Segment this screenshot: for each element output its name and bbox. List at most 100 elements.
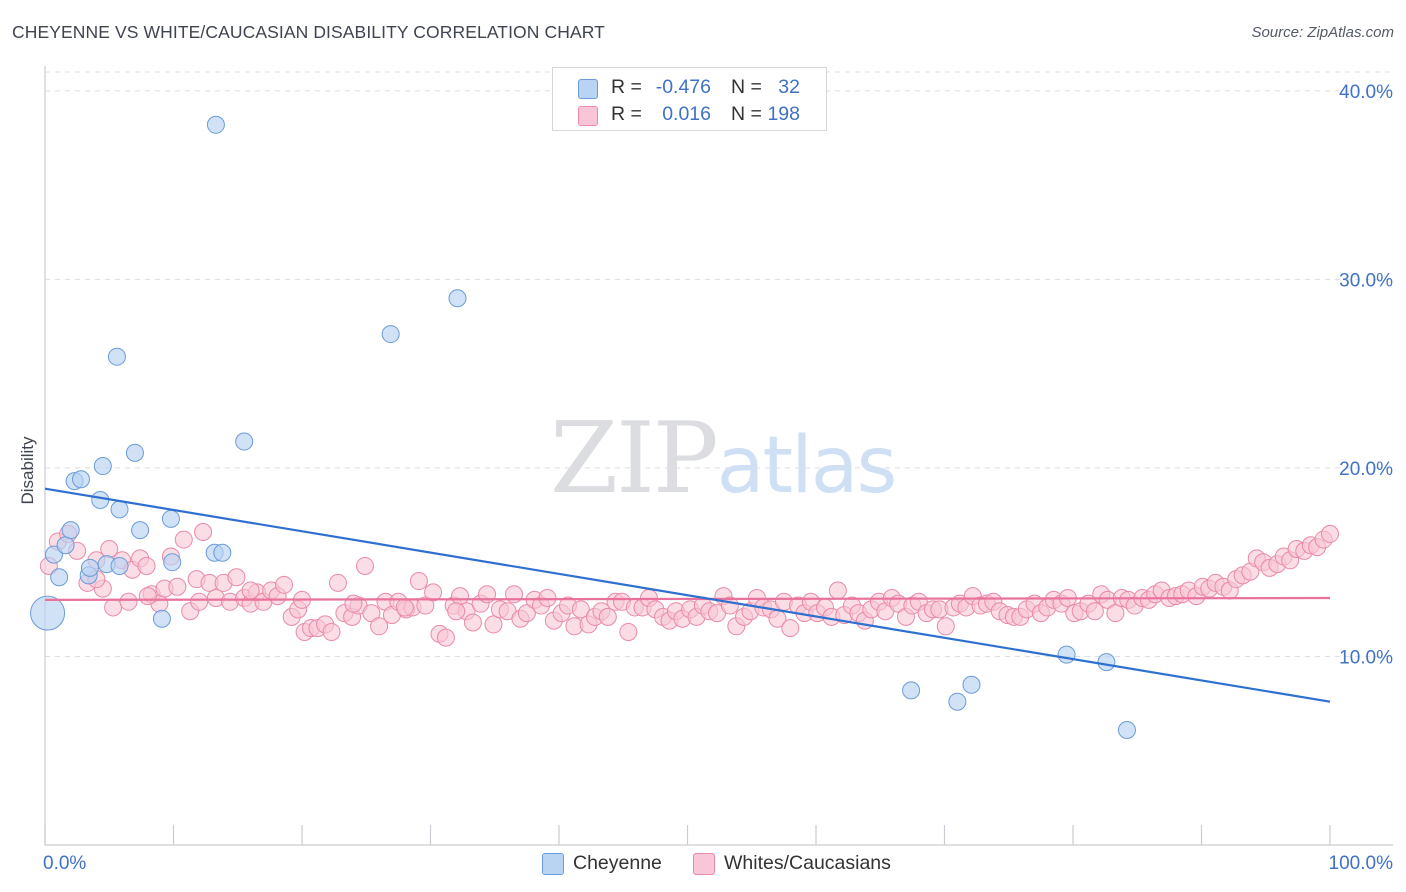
cheyenne-point bbox=[235, 432, 254, 451]
chart-title: CHEYENNE VS WHITE/CAUCASIAN DISABILITY C… bbox=[12, 22, 605, 42]
whites-caucasians-point bbox=[168, 577, 187, 596]
whites-caucasians-point bbox=[424, 583, 443, 602]
cheyenne-point bbox=[448, 289, 467, 308]
cheyenne-trendline bbox=[44, 487, 1331, 703]
y-tick-label: 20.0% bbox=[1339, 459, 1393, 480]
whites-caucasians-point bbox=[395, 598, 414, 617]
cheyenne-point bbox=[213, 543, 232, 562]
whites-caucasians-point bbox=[355, 556, 374, 575]
legend-n-value: 198 bbox=[767, 103, 800, 125]
whites-caucasians-point bbox=[227, 568, 246, 587]
cheyenne-point bbox=[91, 490, 110, 509]
whites-caucasians-point bbox=[538, 589, 557, 608]
y-axis-label: Disability bbox=[18, 436, 37, 505]
whites-caucasians-point bbox=[828, 581, 847, 600]
cheyenne-point bbox=[110, 556, 129, 575]
cheyenne-point bbox=[1097, 653, 1116, 672]
whites-caucasians-point bbox=[344, 594, 363, 613]
whites-caucasians-point bbox=[137, 556, 156, 575]
legend-n-value: 32 bbox=[778, 76, 800, 98]
whites-caucasians-point bbox=[451, 587, 470, 606]
whites-caucasians-point bbox=[436, 628, 455, 647]
legend-r-label: R = bbox=[611, 76, 642, 98]
whites-caucasians-point bbox=[463, 613, 482, 632]
whites-caucasians-point bbox=[322, 622, 341, 641]
legend-r-label: R = bbox=[611, 103, 642, 125]
whites-caucasians-point bbox=[190, 592, 209, 611]
cheyenne-point bbox=[381, 325, 400, 344]
legend-r-value: -0.476 bbox=[655, 76, 711, 98]
whites-caucasians-point bbox=[194, 523, 213, 542]
whites-caucasians-point bbox=[447, 602, 466, 621]
whites-caucasians-point bbox=[362, 604, 381, 623]
whites-caucasians-point bbox=[104, 598, 123, 617]
watermark-atlas: atlas bbox=[716, 421, 897, 511]
series-swatch-cheyenne bbox=[542, 853, 564, 875]
cheyenne-point bbox=[80, 558, 99, 577]
cheyenne-point bbox=[962, 675, 981, 694]
cheyenne-point bbox=[110, 500, 129, 519]
cheyenne-point bbox=[161, 509, 180, 528]
cheyenne-point bbox=[30, 595, 66, 631]
series-legend: Cheyenne Whites/Caucasians bbox=[0, 852, 1406, 878]
whites-caucasians-point bbox=[241, 581, 260, 600]
cheyenne-points bbox=[30, 115, 1136, 739]
cheyenne-point bbox=[131, 521, 150, 540]
cheyenne-point bbox=[125, 443, 144, 462]
whites-caucasians-point bbox=[1106, 604, 1125, 623]
y-tick-label: 10.0% bbox=[1339, 647, 1393, 668]
whites-caucasians-point bbox=[138, 587, 157, 606]
whites-caucasians-point bbox=[619, 622, 638, 641]
legend-n-label: N = bbox=[731, 76, 762, 98]
cheyenne-point bbox=[163, 553, 182, 572]
series-label-whites: Whites/Caucasians bbox=[724, 852, 891, 874]
whites-caucasians-point bbox=[598, 607, 617, 626]
y-tick-label: 30.0% bbox=[1339, 270, 1393, 291]
whites-caucasians-point bbox=[119, 592, 138, 611]
axis-labels: 10.0% 20.0% 30.0% 40.0% 0.0% 100.0% Disability bbox=[18, 82, 1393, 874]
y-tick-label: 40.0% bbox=[1339, 82, 1393, 103]
watermark: ZIPatlas bbox=[550, 402, 897, 516]
series-swatch-whites bbox=[693, 853, 715, 875]
whites-caucasians-point bbox=[275, 575, 294, 594]
source-label: Source: ZipAtlas.com bbox=[1251, 24, 1394, 41]
legend-n-label: N = bbox=[731, 103, 762, 125]
cheyenne-point bbox=[71, 470, 90, 489]
whites-caucasians-point bbox=[517, 604, 536, 623]
whites-caucasians-point bbox=[484, 615, 503, 634]
cheyenne-point bbox=[152, 609, 171, 628]
cheyenne-point bbox=[902, 681, 921, 700]
cheyenne-point bbox=[1117, 720, 1136, 739]
legend-swatch-cheyenne bbox=[578, 79, 598, 99]
cheyenne-point bbox=[206, 115, 225, 134]
whites-caucasians-point bbox=[1085, 602, 1104, 621]
whites-caucasians-point bbox=[571, 600, 590, 619]
grid-lines bbox=[45, 71, 1393, 657]
legend-swatch-whites bbox=[578, 106, 598, 126]
axes bbox=[44, 66, 1393, 846]
whites-caucasians-point bbox=[409, 572, 428, 591]
whites-caucasians-point bbox=[936, 617, 955, 636]
whites-caucasians-point bbox=[1321, 524, 1339, 543]
legend-row-cheyenne: R = -0.476 N = 32 bbox=[553, 75, 826, 101]
cheyenne-point bbox=[50, 568, 69, 587]
series-label-cheyenne: Cheyenne bbox=[573, 852, 662, 874]
cheyenne-point bbox=[1057, 645, 1076, 664]
trend-lines bbox=[44, 487, 1331, 703]
whites-caucasians-point bbox=[781, 619, 800, 638]
cheyenne-point bbox=[56, 536, 75, 555]
whites-caucasians-trendline bbox=[44, 596, 1331, 602]
cheyenne-point bbox=[61, 521, 80, 540]
whites-caucasians-point bbox=[416, 596, 435, 615]
legend-row-whites: R = 0.016 N = 198 bbox=[553, 102, 826, 128]
legend-r-value: 0.016 bbox=[662, 103, 711, 125]
cheyenne-point bbox=[107, 347, 126, 366]
correlation-legend: R = -0.476 N = 32 R = 0.016 N = 198 bbox=[552, 67, 827, 131]
whites-caucasians-point bbox=[328, 573, 347, 592]
x-tick-label: 0.0% bbox=[43, 853, 86, 874]
cheyenne-point bbox=[948, 692, 967, 711]
watermark-zip: ZIP bbox=[550, 402, 719, 516]
cheyenne-point bbox=[93, 457, 112, 476]
whites-caucasians-points bbox=[39, 523, 1339, 647]
